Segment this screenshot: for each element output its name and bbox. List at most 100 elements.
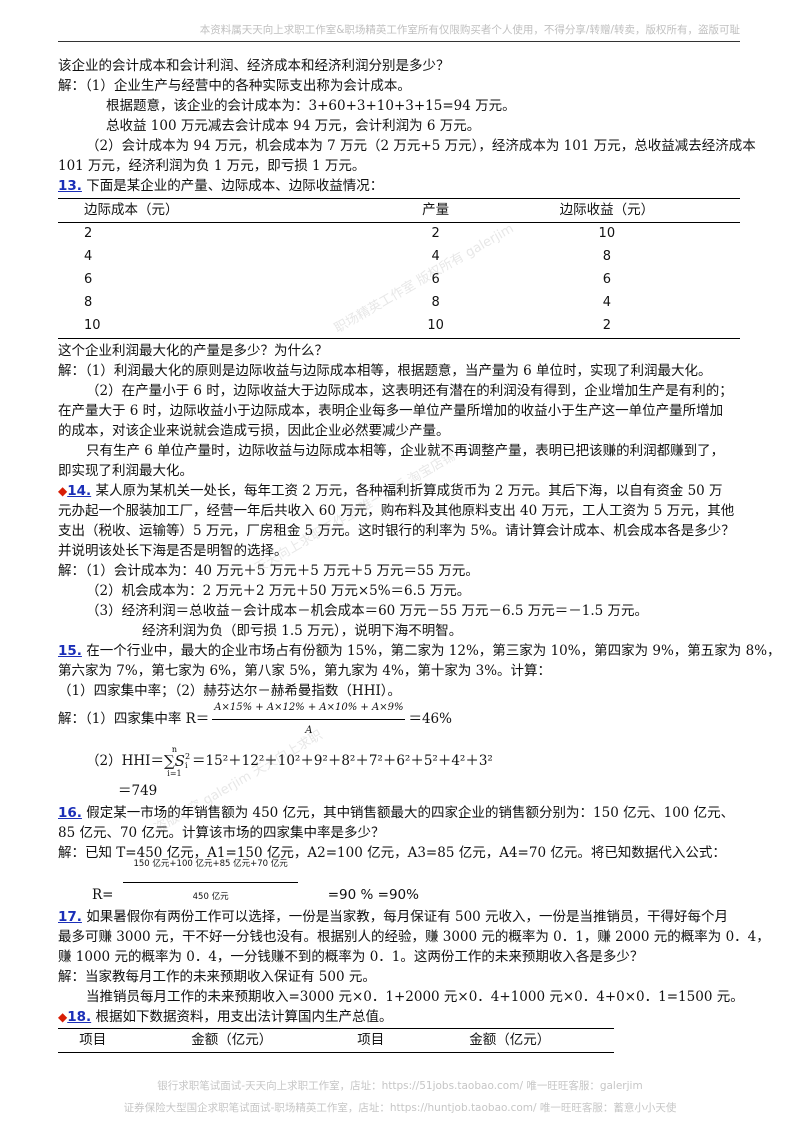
table-cell: 4 (602, 295, 611, 310)
q14-line-3: 支出（税收、运输等）5 万元，厂房租金 5 万元。这时银行的利率为 5%。请计算… (58, 523, 735, 539)
formula-numerator: A×15% + A×12% + A×10% + A×9% (212, 698, 406, 720)
q17-line-1: 17. 如果暑假你有两份工作可以选择，一份是当家教，每月保证有 500 元收入，… (58, 907, 748, 927)
document-body: 该企业的会计成本和会计利润、经济成本和经济利润分别是多少？ 解：（1）企业生产与… (58, 56, 781, 1053)
q13-number: 13. (58, 178, 82, 194)
q16-line-2: 85 亿元、70 亿元。计算该市场的四家集中率是多少？ (58, 825, 385, 841)
q18-number: 18. (67, 1009, 92, 1025)
table-row: 6 6 6 (58, 269, 740, 292)
q13-answer-3: 在产量大于 6 时，边际收益小于边际成本，表明企业每多一单位产量所增加的收益小于… (58, 403, 724, 419)
q12-answer-3: 总收益 100 万元减去会计成本 94 万元，会计利润为 6 万元。 (106, 118, 481, 134)
table-cell: 4 (84, 249, 93, 264)
hhi-expression: ＝15²＋12²＋10²＋9²＋8²＋7²＋6²＋5²＋4²＋3² (192, 753, 493, 769)
q15-number: 15. (58, 643, 82, 659)
diamond-icon: ◆ (58, 484, 68, 498)
table-cell: 8 (602, 249, 611, 264)
table-cell: 8 (84, 295, 93, 310)
q16-r-label: R= (92, 887, 114, 903)
q13-answer-4: 的成本，对该企业来说就会造成亏损，因此企业必然要减少产量。 (58, 423, 450, 439)
q14-line-1: ◆14. 某人原为某机关一处长，每年工资 2 万元，各种福利折算成货币为 2 万… (58, 481, 748, 501)
q12-question: 该企业的会计成本和会计利润、经济成本和经济利润分别是多少？ (58, 58, 450, 74)
table-cell: 6 (84, 272, 93, 287)
q15-line-3: （1）四家集中率；（2）赫芬达尔－赫希曼指数（HHI）。 (58, 683, 402, 699)
q13-answer-2: （2）在产量小于 6 时，边际收益大于边际成本，这表明还有潜在的利润没有得到，企… (86, 383, 733, 399)
q14-line-2: 元办起一个服装加工厂，经营一年后共收入 60 万元，购布料及其他原料支出 40 … (58, 503, 735, 519)
table-cell: 2 (431, 226, 440, 241)
q14-answer-2: （2）机会成本为：2 万元＋2 万元＋50 万元×5%＝6.5 万元。 (86, 583, 471, 599)
table-cell: 10 (598, 226, 616, 241)
sum-sup: 2 (184, 752, 191, 761)
q14-answer-4: 经济利润为负（即亏损 1.5 万元），说明下海不明智。 (142, 623, 463, 639)
table-cell: 4 (431, 249, 440, 264)
q14-answer-3: （3）经济利润＝总收益－会计成本－机会成本＝60 万元－55 万元－6.5 万元… (86, 603, 649, 619)
formula-result: ＝46% (408, 711, 452, 727)
q13-question: 这个企业利润最大化的产量是多少？为什么？ (58, 343, 328, 359)
q16-answer-1: 解：已知 T=450 亿元，A1=150 亿元，A2=100 亿元，A3=85 … (58, 845, 726, 861)
q17-answer-2: 当推销员每月工作的未来预期收入=3000 元×0．1+2000 元×0．4+10… (86, 989, 744, 1005)
sum-upper: n (171, 744, 178, 754)
header-rule (58, 41, 740, 42)
q16-number: 16. (58, 805, 82, 821)
q17-line-3: 赚 1000 元的概率为 0．4，一分钱赚不到的概率为 0．1。这两份工作的未来… (58, 949, 644, 965)
q13-answer-1: 解：（1）利润最大化的原则是边际收益与边际成本相等，根据题意，当产量为 6 单位… (58, 363, 712, 379)
table-row: 8 8 4 (58, 292, 740, 315)
q13-answer-5: 只有生产 6 单位产量时，边际收益与边际成本相等，企业就不再调整产量，表明已把该… (86, 443, 725, 459)
formula-fraction: A×15% + A×12% + A×10% + A×9% A (212, 698, 406, 741)
q14-line-4: 并说明该处长下海是否是明智的选择。 (58, 543, 288, 559)
q17-line-2: 最多可赚 3000 元，干不好一分钱也没有。根据别人的经验，赚 3000 元的概… (58, 929, 770, 945)
q13-answer-6: 即实现了利润最大化。 (58, 463, 193, 479)
sum-sign: ∑S (163, 751, 185, 770)
q16-denominator: 450 亿元 (192, 892, 229, 902)
footer-line-1: 银行求职笔试面试-天天向上求职工作室，店址：https://51jobs.tao… (157, 1080, 643, 1092)
q15-line-1: 15. 在一个行业中，最大的企业市场占有份额为 15%，第二家为 12%，第三家… (58, 641, 781, 661)
q17-text-1: 如果暑假你有两份工作可以选择，一份是当家教，每月保证有 500 元收入，一份是当… (81, 909, 729, 925)
q15-text-1: 在一个行业中，最大的企业市场占有份额为 15%，第二家为 12%，第三家为 10… (81, 643, 781, 659)
sum-lower: i=1 (167, 768, 182, 778)
q15-line-2: 第六家为 7%，第七家为 6%，第八家 5%，第九家为 4%，第十家为 3%。计… (58, 663, 552, 679)
gdp-header-item-2: 项目 (336, 1028, 406, 1053)
table-row: 4 4 8 (58, 246, 740, 269)
q16-numerator: 150 亿元+100 亿元+85 亿元+70 亿元 (123, 854, 298, 883)
q12-answer-2: 根据题意，该企业的会计成本为：3+60+3+10+3+15=94 万元。 (106, 98, 516, 114)
q17-number: 17. (58, 909, 82, 925)
q12-answer-1: 解：（1）企业生产与经营中的各种实际支出称为会计成本。 (58, 78, 411, 94)
sum-scripts: 2 i (185, 752, 190, 770)
table-header-mc: 边际成本（元） (58, 198, 398, 223)
gdp-header-amount-2: 金额（亿元） (405, 1028, 614, 1053)
header-notice: 本资料属天天向上求职工作室&职场精英工作室所有仅限购买者个人使用，不得分享/转赠… (199, 24, 740, 36)
table-row: 10 10 2 (58, 315, 740, 339)
q13-title: 13. 下面是某企业的产量、边际成本、边际收益情况： (58, 176, 748, 196)
q16-result: =90 % =90% (327, 887, 419, 903)
q16-fraction: 150 亿元+100 亿元+85 亿元+70 亿元 450 亿元 (123, 854, 298, 907)
table-cell: 10 (397, 315, 474, 339)
q13-title-text: 下面是某企业的产量、边际成本、边际收益情况： (81, 178, 384, 194)
gdp-header-amount: 金额（亿元） (127, 1028, 336, 1053)
q14-number: 14. (67, 483, 92, 499)
formula-prefix: 解：（1）四家集中率 R＝ (58, 711, 210, 727)
formula-denominator: A (305, 724, 313, 736)
q16-text-1: 假定某一市场的年销售额为 450 亿元，其中销售额最大的四家企业的销售额分别为：… (81, 805, 735, 821)
table-cell: 8 (431, 295, 440, 310)
q14-text-1: 某人原为某机关一处长，每年工资 2 万元，各种福利折算成货币为 2 万元。其后下… (91, 483, 723, 499)
table-header-mr: 边际收益（元） (473, 198, 740, 223)
q12-answer-4: （2）会计成本为 94 万元，机会成本为 7 万元（2 万元+5 万元），经济成… (86, 138, 756, 154)
concentration-formula: 解：（1）四家集中率 R＝ A×15% + A×12% + A×10% + A×… (58, 701, 748, 737)
q14-answer-1: 解：（1）会计成本为：40 万元＋5 万元＋5 万元＋5 万元＝55 万元。 (58, 563, 479, 579)
q16-formula: R= 150 亿元+100 亿元+85 亿元+70 亿元 450 亿元 =90 … (58, 859, 748, 907)
q18-title: ◆18. 根据如下数据资料，用支出法计算国内生产总值。 (58, 1007, 748, 1027)
q12-answer-5: 101 万元，经济利润为负 1 万元，即亏损 1 万元。 (58, 158, 366, 174)
table-cell: 6 (602, 272, 611, 287)
table-header-output: 产量 (397, 198, 474, 223)
hhi-result: ＝749 (118, 783, 158, 799)
table-cell: 10 (58, 315, 398, 339)
gdp-header-item: 项目 (58, 1028, 128, 1053)
q18-title-text: 根据如下数据资料，用支出法计算国内生产总值。 (91, 1009, 393, 1025)
table-row: 2 2 10 (58, 223, 740, 247)
diamond-icon: ◆ (58, 1010, 68, 1024)
table-cell: 2 (473, 315, 740, 339)
hhi-formula: （2）HHI＝ n ∑S i=1 2 i ＝15²＋12²＋10²＋9²＋8²＋… (58, 741, 748, 781)
sum-symbol: n ∑S i=1 (164, 745, 185, 778)
table-cell: 6 (431, 272, 440, 287)
gdp-table: 项目 金额（亿元） 项目 金额（亿元） (58, 1028, 614, 1053)
footer-line-2: 证券保险大型国企求职笔试面试-职场精英工作室，店址：https://huntjo… (123, 1102, 677, 1114)
